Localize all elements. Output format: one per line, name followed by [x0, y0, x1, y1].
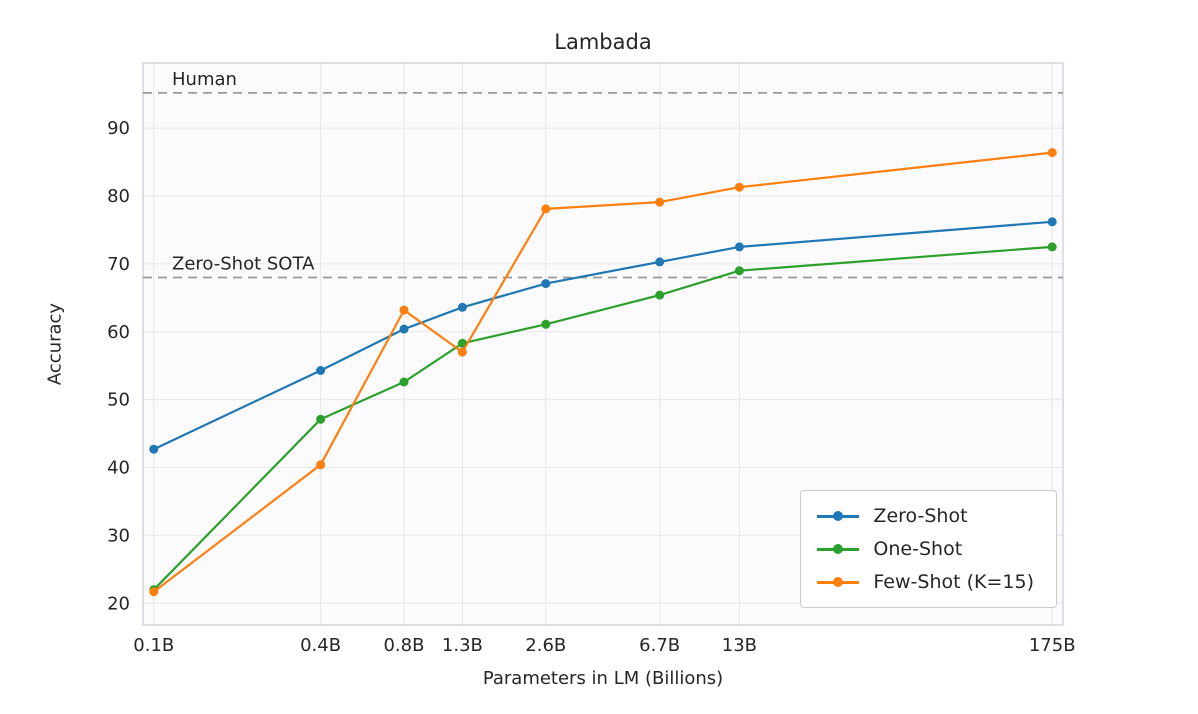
series-line-zero-shot — [153, 220, 1053, 451]
series-line-one-shot — [153, 245, 1053, 591]
x-tick-label: 0.4B — [300, 635, 341, 656]
data-point-zero-shot — [149, 444, 159, 454]
data-point-zero-shot — [399, 324, 409, 334]
y-tick-label: 70 — [107, 254, 130, 275]
legend-line-swatch — [817, 544, 860, 554]
y-tick-label: 80 — [107, 186, 130, 207]
legend-line-swatch — [817, 577, 860, 587]
data-point-zero-shot — [1047, 217, 1057, 227]
legend-marker-icon — [833, 544, 844, 554]
data-point-few-shot-k-15 — [1047, 148, 1057, 158]
chart-title: Lambada — [554, 30, 652, 54]
legend-marker-icon — [833, 511, 844, 521]
legend: Zero-Shot One-Shot Few-Shot (K=15) — [800, 490, 1057, 608]
data-point-few-shot-k-15 — [541, 204, 551, 214]
data-point-one-shot — [541, 319, 551, 329]
x-tick-label: 13B — [722, 635, 757, 656]
legend-entry-few-shot: Few-Shot (K=15) — [817, 571, 1034, 593]
data-point-few-shot-k-15 — [399, 305, 409, 315]
legend-entry-zero-shot: Zero-Shot — [817, 505, 1034, 527]
y-tick-label: 60 — [107, 322, 130, 343]
data-point-zero-shot — [457, 302, 467, 312]
data-point-few-shot-k-15 — [655, 197, 665, 207]
x-tick-label: 6.7B — [639, 635, 680, 656]
legend-label: Few-Shot (K=15) — [873, 571, 1034, 593]
legend-entry-one-shot: One-Shot — [817, 538, 1034, 560]
x-tick-label: 2.6B — [525, 635, 566, 656]
x-tick-label: 175B — [1029, 635, 1076, 656]
legend-marker-icon — [833, 577, 844, 587]
data-point-one-shot — [655, 290, 665, 300]
legend-line-swatch — [817, 511, 860, 521]
x-axis-label: Parameters in LM (Billions) — [482, 668, 724, 689]
y-tick-label: 30 — [107, 525, 130, 546]
y-axis-label: Accuracy — [44, 302, 66, 386]
data-point-one-shot — [457, 338, 467, 348]
data-point-few-shot-k-15 — [149, 587, 159, 597]
data-point-few-shot-k-15 — [316, 460, 326, 470]
x-tick-label: 1.3B — [442, 635, 483, 656]
data-point-zero-shot — [316, 366, 326, 375]
plot-border — [142, 62, 1064, 626]
data-point-one-shot — [734, 266, 744, 276]
data-point-zero-shot — [734, 242, 744, 252]
data-point-zero-shot — [655, 257, 665, 267]
legend-label: One-Shot — [873, 538, 963, 560]
series-line-few-shot-k-15 — [153, 151, 1053, 593]
y-tick-label: 20 — [107, 593, 130, 614]
legend-label: Zero-Shot — [873, 505, 968, 527]
x-tick-label: 0.8B — [383, 635, 424, 656]
reference-line-label-human: Human — [172, 69, 237, 90]
y-tick-label: 50 — [107, 390, 130, 411]
data-point-one-shot — [1047, 242, 1057, 252]
y-tick-label: 40 — [107, 458, 130, 479]
data-point-zero-shot — [541, 279, 551, 289]
data-point-one-shot — [316, 414, 326, 424]
y-tick-label: 90 — [107, 118, 130, 139]
reference-line-label-zero-shot-sota: Zero-Shot SOTA — [172, 253, 315, 274]
data-point-few-shot-k-15 — [457, 347, 467, 357]
x-tick-label: 0.1B — [133, 635, 174, 656]
data-point-few-shot-k-15 — [734, 182, 744, 192]
data-point-one-shot — [399, 377, 409, 387]
